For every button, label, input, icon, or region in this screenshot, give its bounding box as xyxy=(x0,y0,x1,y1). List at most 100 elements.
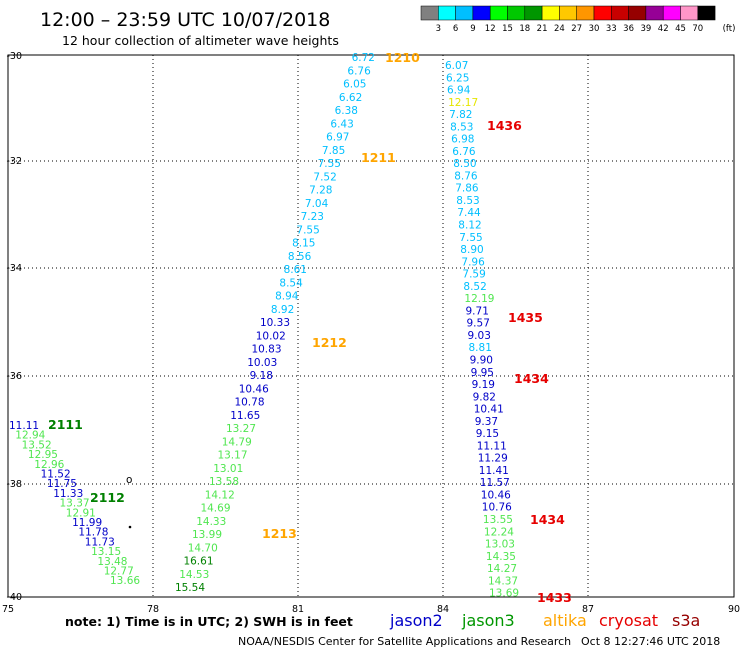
wave-height-value: 12.17 xyxy=(448,97,478,109)
color-legend: 3 6 9 12 15 18 21 24 27 30 33 36 39 42 45 70 (ft) xyxy=(420,5,735,34)
pass-time-label: 2111 xyxy=(48,417,83,432)
wave-height-value: 7.28 xyxy=(309,185,332,197)
wave-height-value: 8.12 xyxy=(458,220,481,232)
wave-height-value: 6.43 xyxy=(330,118,353,130)
wave-height-value: 9.90 xyxy=(470,355,493,367)
wave-height-value: 9.03 xyxy=(468,330,491,342)
wave-height-value: 12.91 xyxy=(66,507,96,519)
wave-height-value: 7.59 xyxy=(462,269,485,281)
legend-swatch xyxy=(541,5,560,21)
legend-label: 45 xyxy=(675,24,686,34)
legend-swatch xyxy=(662,5,681,21)
wave-height-value: 8.15 xyxy=(292,238,315,250)
pass-time-label: 1434 xyxy=(530,512,565,527)
satellite-name-jason2: jason2 xyxy=(389,611,443,630)
wave-height-value: 7.55 xyxy=(296,224,319,236)
legend-swatch xyxy=(680,5,699,21)
wave-height-value: 6.38 xyxy=(335,105,358,117)
longitude-tick: 78 xyxy=(147,604,159,615)
point-marker xyxy=(128,525,132,529)
longitude-tick: 87 xyxy=(582,604,594,615)
wave-height-value: 11.65 xyxy=(230,410,260,422)
wave-height-value: 6.72 xyxy=(352,52,375,64)
page-subtitle: 12 hour collection of altimeter wave hei… xyxy=(62,33,339,48)
wave-height-value: 7.85 xyxy=(322,145,345,157)
wave-height-value: 7.23 xyxy=(301,211,324,223)
wave-height-value: 6.76 xyxy=(452,146,476,158)
legend-swatch xyxy=(472,5,491,21)
wave-height-value: 12.77 xyxy=(104,566,134,578)
wave-height-value: 8.52 xyxy=(463,281,486,293)
map-grid xyxy=(8,55,734,597)
wave-height-value: 12.96 xyxy=(34,459,64,471)
wave-height-value: 13.99 xyxy=(192,529,222,541)
longitude-tick: 84 xyxy=(437,604,449,615)
footnote: note: 1) Time is in UTC; 2) SWH is in fe… xyxy=(65,614,353,629)
wave-height-value: 13.52 xyxy=(22,439,52,451)
pass-time-labels: 1210 1211 1212 1213 1436 1435 1434 1434 1433 2111… xyxy=(48,50,572,605)
wave-height-value: 6.07 xyxy=(445,60,468,72)
wave-height-value: 11.33 xyxy=(53,488,83,500)
satellite-name-s3a: s3a xyxy=(672,611,700,630)
legend-swatch xyxy=(576,5,595,21)
legend-swatch xyxy=(438,5,456,21)
legend-swatch xyxy=(489,5,508,21)
wave-height-value: 13.15 xyxy=(91,546,121,558)
wave-height-value: 9.82 xyxy=(473,391,496,403)
wave-height-value: 6.97 xyxy=(326,132,349,144)
wave-height-value: 12.95 xyxy=(28,449,58,461)
wave-height-value: 11.11 xyxy=(9,420,39,432)
legend-label: 12 xyxy=(485,24,496,34)
wave-height-value: 14.37 xyxy=(488,575,518,587)
legend-label: 9 xyxy=(470,24,475,34)
wave-height-value: 14.69 xyxy=(200,503,230,515)
wave-height-value: 8.53 xyxy=(450,121,473,133)
wave-height-value: 9.57 xyxy=(467,318,490,330)
wave-height-value: 13.17 xyxy=(217,450,247,462)
latitude-tick: -30 xyxy=(6,51,22,62)
wave-height-value: 14.53 xyxy=(179,569,209,581)
wave-height-value: 13.48 xyxy=(97,556,127,568)
wave-height-value: 7.86 xyxy=(455,183,479,195)
legend-label: 30 xyxy=(589,24,600,34)
wave-height-value: 8.61 xyxy=(284,264,307,276)
legend-label: 21 xyxy=(537,24,548,34)
legend-swatch xyxy=(524,5,543,21)
satellite-name-jason3: jason3 xyxy=(461,611,515,630)
wave-height-value: 9.18 xyxy=(250,370,273,382)
legend-swatch xyxy=(611,5,629,21)
wave-height-value: 7.52 xyxy=(313,171,336,183)
wave-height-value: 12.94 xyxy=(15,430,45,442)
wave-height-value: 11.57 xyxy=(480,477,510,489)
wave-height-value: 6.98 xyxy=(451,134,474,146)
wave-height-value: 14.70 xyxy=(188,542,218,554)
longitude-tick: 81 xyxy=(292,604,304,615)
wave-height-value: 8.53 xyxy=(456,195,479,207)
legend-label: 3 xyxy=(436,24,441,34)
legend-label: 33 xyxy=(606,24,617,34)
page-title: 12:00 – 23:59 UTC 10/07/2018 xyxy=(40,9,330,31)
map-frame xyxy=(7,54,735,598)
wave-height-value: 15.54 xyxy=(175,582,205,594)
legend-label: 70 xyxy=(692,24,703,34)
wave-height-value: 11.73 xyxy=(85,536,115,548)
wave-height-value: 10.46 xyxy=(239,383,269,395)
wave-height-value: 10.03 xyxy=(247,357,277,369)
legend-swatch xyxy=(559,5,577,21)
wave-height-value: 8.94 xyxy=(275,291,299,303)
wave-height-value: 7.96 xyxy=(461,256,485,268)
wave-height-value: 12.19 xyxy=(464,293,494,305)
wave-height-value: 10.83 xyxy=(251,344,281,356)
wave-height-value: 7.04 xyxy=(305,198,329,210)
legend-label: 36 xyxy=(623,24,634,34)
wave-height-value: 11.11 xyxy=(477,440,507,452)
wave-height-value: 14.27 xyxy=(487,563,517,575)
legend-label: 42 xyxy=(658,24,669,34)
wave-height-value: 6.94 xyxy=(447,85,471,97)
wave-height-value: 8.54 xyxy=(279,277,303,289)
pass-time-label: 1435 xyxy=(508,310,543,325)
legend-label: 18 xyxy=(519,24,530,34)
wave-height-value: 13.66 xyxy=(110,575,140,587)
wave-height-value: 13.37 xyxy=(60,498,90,510)
pass-time-label: 1212 xyxy=(312,335,347,350)
